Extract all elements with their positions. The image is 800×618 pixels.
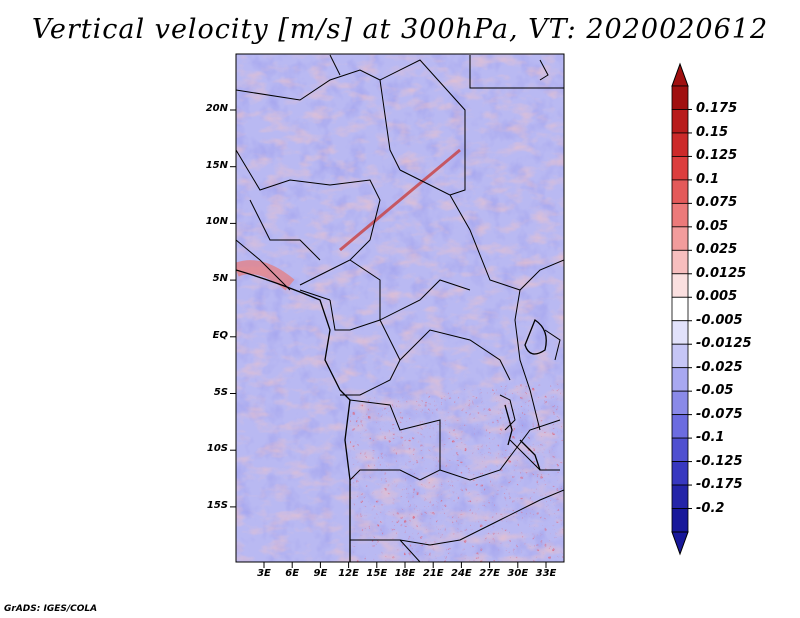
colorbar-swatch: [671, 109, 689, 134]
colorbar-label: -0.005: [696, 312, 743, 328]
colorbar-swatch: [671, 437, 689, 462]
colorbar-min-arrow: [671, 531, 689, 556]
lon-tick-label: 15E: [366, 568, 388, 579]
lon-tick-label: 33E: [535, 568, 557, 579]
lon-tick-label: 6E: [285, 568, 300, 579]
colorbar-swatch: [671, 156, 689, 181]
lon-tick-label: 24E: [451, 568, 472, 579]
colorbar-label: 0.175: [696, 101, 738, 117]
colorbar-swatch: [671, 273, 689, 298]
colorbar-label: -0.0125: [696, 336, 752, 352]
colorbar-label: -0.05: [696, 383, 734, 399]
colorbar-swatch: [671, 320, 689, 345]
grads-credit: GrADS: IGES/COLA: [4, 604, 98, 614]
colorbar-label: -0.175: [696, 477, 743, 493]
colorbar-swatch: [671, 296, 689, 322]
lat-tick-label: 5N: [212, 273, 228, 285]
colorbar: [671, 62, 692, 556]
colorbar-label: 0.15: [696, 124, 729, 140]
colorbar-swatch: [671, 343, 689, 369]
lat-tick-label: EQ: [212, 329, 228, 341]
colorbar-swatch: [671, 414, 689, 439]
lat-tick-label: 20N: [205, 103, 228, 114]
colorbar-swatch: [671, 179, 689, 204]
colorbar-swatch: [671, 226, 689, 251]
colorbar-label: 0.1: [696, 171, 720, 187]
colorbar-label: -0.025: [696, 359, 743, 375]
latitude-tick-marks: [230, 109, 236, 508]
colorbar-label: -0.2: [696, 500, 725, 516]
colorbar-swatch: [671, 390, 689, 416]
colorbar-swatch: [671, 461, 689, 486]
colorbar-swatch: [671, 484, 689, 509]
lon-tick-label: 3E: [257, 568, 271, 579]
colorbar-swatch: [671, 202, 689, 228]
colorbar-swatch: [671, 367, 689, 392]
lon-tick-label: 21E: [422, 568, 444, 579]
colorbar-label: 0.0125: [696, 265, 747, 281]
colorbar-label: 0.05: [696, 218, 729, 234]
colorbar-label: 0.125: [696, 148, 738, 164]
map-title: Vertical velocity [m/s] at 300hPa, VT: 2…: [31, 14, 769, 45]
colorbar-label: -0.075: [696, 406, 743, 422]
colorbar-label: -0.1: [696, 430, 725, 446]
colorbar-swatch: [671, 249, 689, 275]
lon-tick-label: 9E: [313, 568, 328, 579]
colorbar-swatch: [671, 132, 689, 157]
colorbar-swatch: [671, 508, 689, 533]
lat-tick-label: 10S: [206, 443, 228, 455]
lat-tick-label: 5S: [213, 386, 228, 398]
colorbar-label: 0.005: [696, 289, 738, 305]
map-frame: [235, 53, 565, 563]
lat-tick-label: 15N: [205, 159, 228, 171]
lon-tick-label: 18E: [394, 568, 416, 579]
lat-tick-label: 10N: [205, 216, 228, 228]
coastlines: [236, 269, 547, 562]
lon-tick-label: 27E: [479, 568, 500, 579]
colorbar-max-arrow: [671, 62, 689, 87]
lon-tick-label: 12E: [338, 568, 359, 579]
velocity-field: [236, 54, 564, 562]
colorbar-label: -0.125: [696, 453, 743, 469]
lon-tick-label: 30E: [507, 568, 529, 579]
colorbar-label: 0.075: [696, 195, 738, 211]
colorbar-swatch: [671, 85, 689, 110]
longitude-tick-marks: [263, 562, 547, 568]
lat-tick-label: 15S: [206, 499, 228, 511]
colorbar-label: 0.025: [696, 242, 738, 258]
